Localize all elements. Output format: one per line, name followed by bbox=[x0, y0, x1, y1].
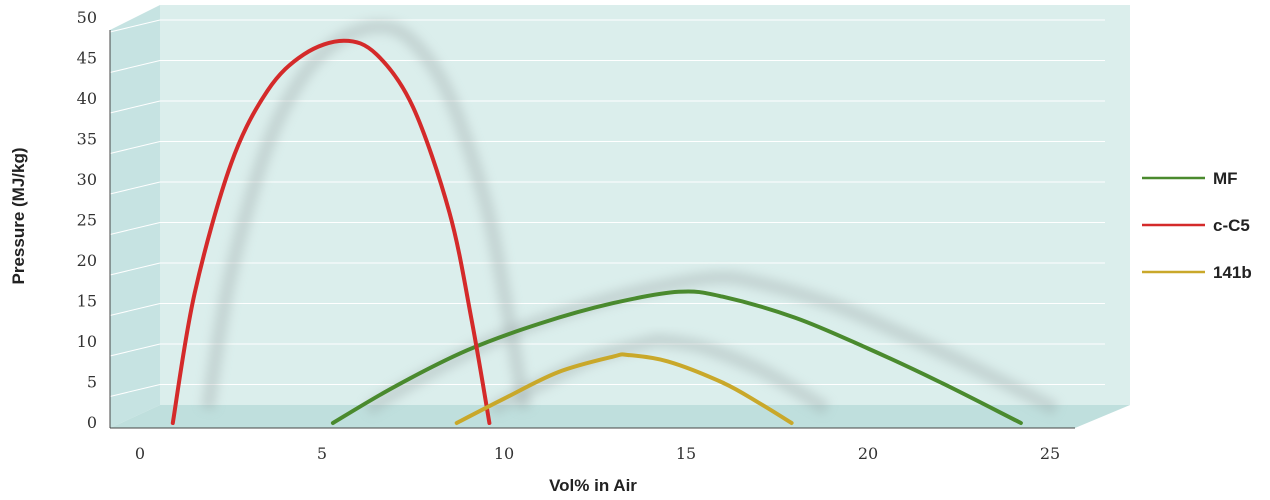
y-tick-label: 40 bbox=[77, 89, 97, 108]
y-tick-labels: 0 5 10 15 20 25 30 35 40 45 50 bbox=[77, 8, 97, 432]
x-axis-title: Vol% in Air bbox=[549, 476, 637, 495]
y-tick-label: 0 bbox=[87, 413, 97, 432]
grid-line-side bbox=[109, 262, 161, 276]
legend-label-3: 141b bbox=[1213, 263, 1252, 282]
series-line-3 bbox=[454, 352, 794, 425]
y-axis-title: Pressure (MJ/kg) bbox=[9, 148, 28, 285]
grid-line-side bbox=[109, 303, 161, 316]
y-tick-label: 5 bbox=[87, 373, 97, 392]
plot-back-wall bbox=[160, 5, 1130, 405]
grid-line-side bbox=[109, 60, 161, 73]
y-tick-label: 35 bbox=[77, 130, 97, 149]
plot-left-wall bbox=[110, 5, 160, 428]
grid-line-side bbox=[109, 384, 161, 397]
x-tick-label: 0 bbox=[135, 444, 145, 463]
y-tick-label: 20 bbox=[77, 251, 97, 270]
grid-line-side bbox=[109, 181, 161, 195]
grid-line-side bbox=[109, 19, 161, 33]
y-tick-label: 25 bbox=[77, 211, 97, 230]
series-lines bbox=[170, 38, 1023, 425]
x-tick-label: 15 bbox=[676, 444, 696, 463]
x-tick-label: 25 bbox=[1040, 444, 1060, 463]
x-tick-label: 20 bbox=[858, 444, 878, 463]
legend: MF c-C5 141b bbox=[1142, 169, 1252, 282]
y-tick-label: 50 bbox=[77, 8, 97, 27]
grid-line-side bbox=[109, 141, 161, 154]
y-tick-label: 15 bbox=[77, 292, 97, 311]
grid-line-side bbox=[109, 100, 161, 114]
series-line-2 bbox=[170, 38, 492, 425]
series-shadow bbox=[488, 333, 831, 416]
series-shadow bbox=[200, 19, 532, 411]
grid-line-side bbox=[109, 343, 161, 357]
y-tick-label: 45 bbox=[77, 49, 97, 68]
series-line-1 bbox=[330, 289, 1023, 425]
legend-label-2: c-C5 bbox=[1213, 216, 1250, 235]
x-tick-label: 5 bbox=[317, 444, 327, 463]
x-tick-label: 10 bbox=[494, 444, 514, 463]
grid-line-side bbox=[109, 222, 161, 235]
plot-floor bbox=[110, 405, 1130, 428]
legend-label-1: MF bbox=[1213, 169, 1238, 188]
y-tick-label: 30 bbox=[77, 170, 97, 189]
x-tick-labels: 0 5 10 15 20 25 bbox=[135, 444, 1060, 463]
grid-lines bbox=[109, 19, 1105, 397]
y-tick-label: 10 bbox=[77, 332, 97, 351]
